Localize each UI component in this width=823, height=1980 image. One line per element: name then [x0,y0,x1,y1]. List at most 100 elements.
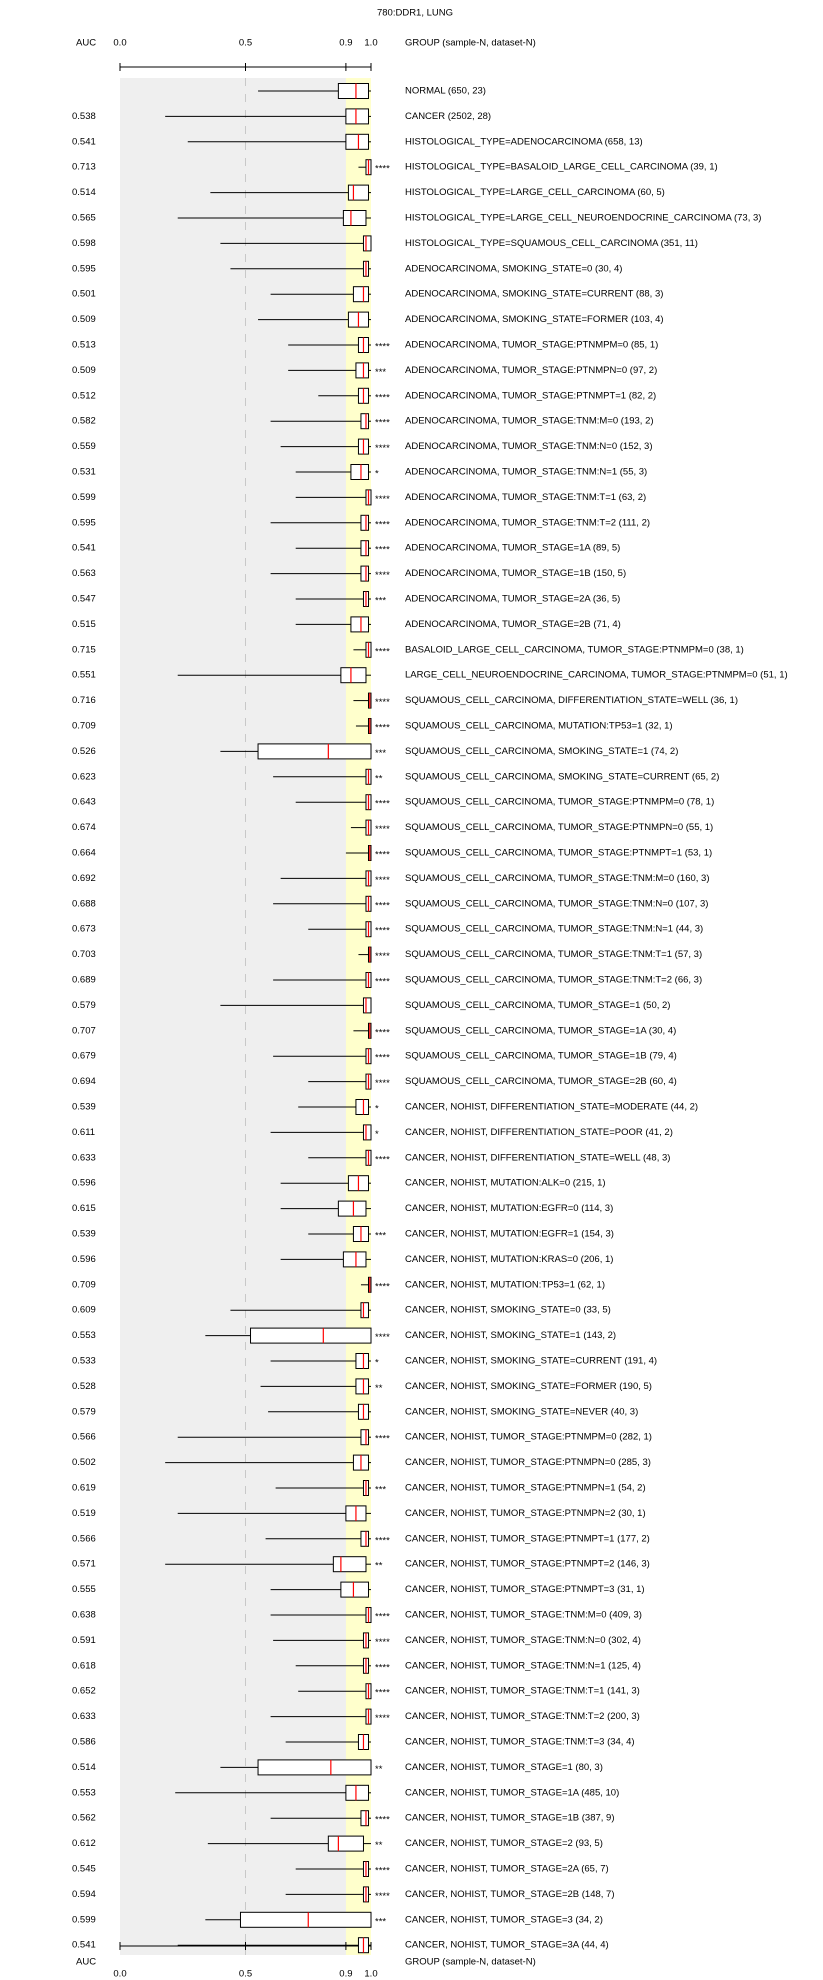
group-label: CANCER, NOHIST, SMOKING_STATE=0 (33, 5) [405,1305,611,1316]
group-label: SQUAMOUS_CELL_CARCINOMA, MUTATION:TP53=1… [405,721,673,732]
group-label: CANCER, NOHIST, MUTATION:ALK=0 (215, 1) [405,1178,606,1189]
group-label: CANCER, NOHIST, TUMOR_STAGE:PTNMPT=3 (31… [405,1584,645,1595]
group-label: SQUAMOUS_CELL_CARCINOMA, TUMOR_STAGE:TNM… [405,898,708,909]
x-tick-label: 0.5 [239,38,252,49]
significance: **** [375,392,390,403]
group-label: SQUAMOUS_CELL_CARCINOMA, TUMOR_STAGE:PTN… [405,848,712,859]
group-header: GROUP (sample-N, dataset-N) [405,38,536,49]
significance: **** [375,824,390,835]
group-label: CANCER, NOHIST, TUMOR_STAGE=3 (34, 2) [405,1914,603,1925]
auc-value: 0.571 [72,1559,96,1570]
auc-value: 0.551 [72,670,96,681]
box [327,1835,364,1852]
significance: **** [375,799,390,810]
significance: * [375,1358,379,1369]
group-label: HISTOLOGICAL_TYPE=LARGE_CELL_NEUROENDOCR… [405,213,761,224]
auc-value: 0.611 [72,1127,95,1138]
significance: *** [375,1231,386,1242]
significance: **** [375,697,390,708]
auc-value: 0.541 [72,1940,96,1951]
auc-value: 0.703 [72,949,96,960]
auc-value: 0.591 [72,1635,96,1646]
auc-value: 0.679 [72,1051,96,1062]
auc-value: 0.509 [72,314,96,325]
auc-value: 0.707 [72,1025,96,1036]
box [362,235,372,252]
auc-value: 0.633 [72,1711,96,1722]
auc-value: 0.538 [72,111,96,122]
box [332,1556,367,1573]
auc-value: 0.664 [72,848,96,859]
box [360,540,369,557]
auc-value: 0.598 [72,238,96,249]
box [340,667,367,684]
auc-value: 0.689 [72,975,96,986]
significance: * [375,1129,379,1140]
group-label: SQUAMOUS_CELL_CARCINOMA, TUMOR_STAGE:PTN… [405,822,713,833]
x-tick-label: 1.0 [364,38,377,49]
significance: ** [375,773,383,784]
box [340,1581,369,1598]
auc-value: 0.715 [72,644,96,655]
group-label: CANCER, NOHIST, DIFFERENTIATION_STATE=WE… [405,1152,670,1163]
box [360,413,369,430]
auc-value: 0.688 [72,898,96,909]
significance: **** [375,1891,390,1902]
group-label: SQUAMOUS_CELL_CARCINOMA, TUMOR_STAGE:TNM… [405,873,710,884]
box [337,83,369,99]
significance: **** [375,900,390,911]
group-label: CANCER, NOHIST, TUMOR_STAGE:TNM:T=1 (141… [405,1686,640,1697]
auc-value: 0.528 [72,1381,96,1392]
group-label: CANCER, NOHIST, TUMOR_STAGE:PTNMPN=1 (54… [405,1483,646,1494]
auc-value: 0.582 [72,416,96,427]
auc-value: 0.599 [72,492,96,503]
auc-value: 0.673 [72,924,96,935]
significance: ** [375,1764,383,1775]
box [250,1327,372,1344]
group-label: CANCER, NOHIST, DIFFERENTIATION_STATE=PO… [405,1127,673,1138]
auc-value: 0.716 [72,695,96,706]
group-label: CANCER, NOHIST, DIFFERENTIATION_STATE=MO… [405,1102,698,1113]
significance: **** [375,1662,390,1673]
group-label: CANCER, NOHIST, TUMOR_STAGE=2A (65, 7) [405,1864,609,1875]
group-label: CANCER, NOHIST, MUTATION:TP53=1 (62, 1) [405,1279,605,1290]
auc-value: 0.553 [72,1330,96,1341]
auc-value: 0.638 [72,1610,96,1621]
auc-value: 0.595 [72,263,96,274]
group-label: LARGE_CELL_NEUROENDOCRINE_CARCINOMA, TUM… [405,670,788,681]
box [342,210,367,226]
group-label: CANCER, NOHIST, MUTATION:EGFR=1 (154, 3) [405,1229,614,1240]
box [360,1810,369,1827]
auc-value: 0.501 [72,289,96,300]
significance: **** [375,1535,390,1546]
auc-value: 0.555 [72,1584,96,1595]
x-tick-label: 1.0 [364,1969,377,1980]
box [360,1530,369,1547]
group-label: CANCER, NOHIST, MUTATION:EGFR=0 (114, 3) [405,1203,613,1214]
group-label: HISTOLOGICAL_TYPE=BASALOID_LARGE_CELL_CA… [405,162,718,173]
auc-value: 0.579 [72,1406,96,1417]
auc-value: 0.533 [72,1356,96,1367]
auc-value: 0.559 [72,441,96,452]
auc-value: 0.615 [72,1203,96,1214]
group-label: ADENOCARCINOMA, TUMOR_STAGE=1A (89, 5) [405,543,620,554]
significance: *** [375,596,386,607]
group-label: SQUAMOUS_CELL_CARCINOMA, SMOKING_STATE=1… [405,746,678,757]
significance: **** [375,926,390,937]
group-label: SQUAMOUS_CELL_CARCINOMA, DIFFERENTIATION… [405,695,738,706]
auc-value: 0.541 [72,136,96,147]
significance: **** [375,1078,390,1089]
significance: **** [375,494,390,505]
box [350,464,369,480]
auc-value: 0.526 [72,746,96,757]
significance: **** [375,1053,390,1064]
box [355,1378,369,1395]
significance: **** [375,1154,390,1165]
box [239,1911,372,1928]
significance: **** [375,1713,390,1724]
group-label: ADENOCARCINOMA, TUMOR_STAGE:TNM:T=1 (63,… [405,492,646,503]
significance: **** [375,1434,390,1445]
group-label: CANCER, NOHIST, SMOKING_STATE=FORMER (19… [405,1381,652,1392]
box [345,108,369,125]
group-label: ADENOCARCINOMA, SMOKING_STATE=FORMER (10… [405,314,664,325]
